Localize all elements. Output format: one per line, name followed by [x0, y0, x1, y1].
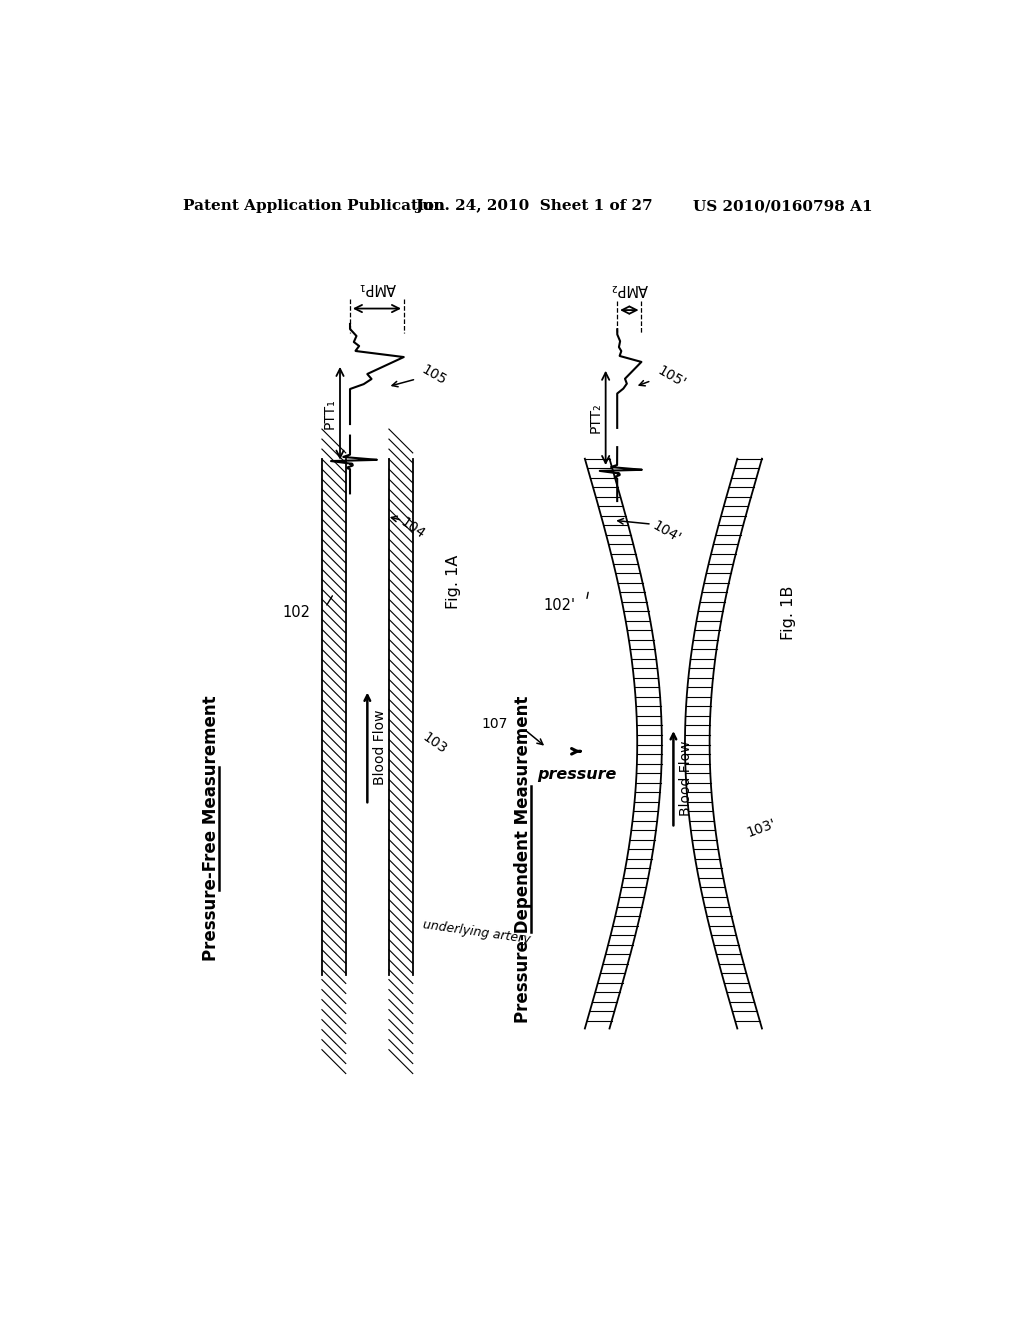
Text: 107: 107: [481, 717, 508, 731]
Text: PTT₂: PTT₂: [589, 403, 602, 433]
Text: Jun. 24, 2010  Sheet 1 of 27: Jun. 24, 2010 Sheet 1 of 27: [416, 199, 653, 213]
Text: Fig. 1B: Fig. 1B: [781, 586, 797, 640]
Text: 104': 104': [649, 519, 683, 545]
Text: AMP₂: AMP₂: [610, 281, 648, 296]
Text: Blood Flow: Blood Flow: [373, 710, 387, 785]
Text: 102': 102': [544, 598, 575, 612]
Text: US 2010/0160798 A1: US 2010/0160798 A1: [692, 199, 872, 213]
Text: 105: 105: [419, 363, 450, 388]
Text: 104: 104: [397, 515, 427, 541]
Text: Pressure-Dependent Measurement: Pressure-Dependent Measurement: [514, 696, 532, 1023]
Text: underlying artery: underlying artery: [422, 919, 531, 946]
Text: PTT₁: PTT₁: [323, 397, 337, 429]
Text: 103': 103': [745, 817, 778, 840]
Text: 103: 103: [419, 730, 449, 756]
Text: AMP₁: AMP₁: [358, 280, 395, 294]
Text: pressure: pressure: [538, 767, 616, 781]
Text: Blood Flow: Blood Flow: [679, 741, 693, 816]
Text: Fig. 1A: Fig. 1A: [446, 554, 462, 609]
Text: 105': 105': [654, 363, 688, 391]
Text: 102: 102: [282, 605, 310, 620]
Text: Patent Application Publication: Patent Application Publication: [183, 199, 444, 213]
Text: Pressure-Free Measurement: Pressure-Free Measurement: [203, 696, 220, 961]
